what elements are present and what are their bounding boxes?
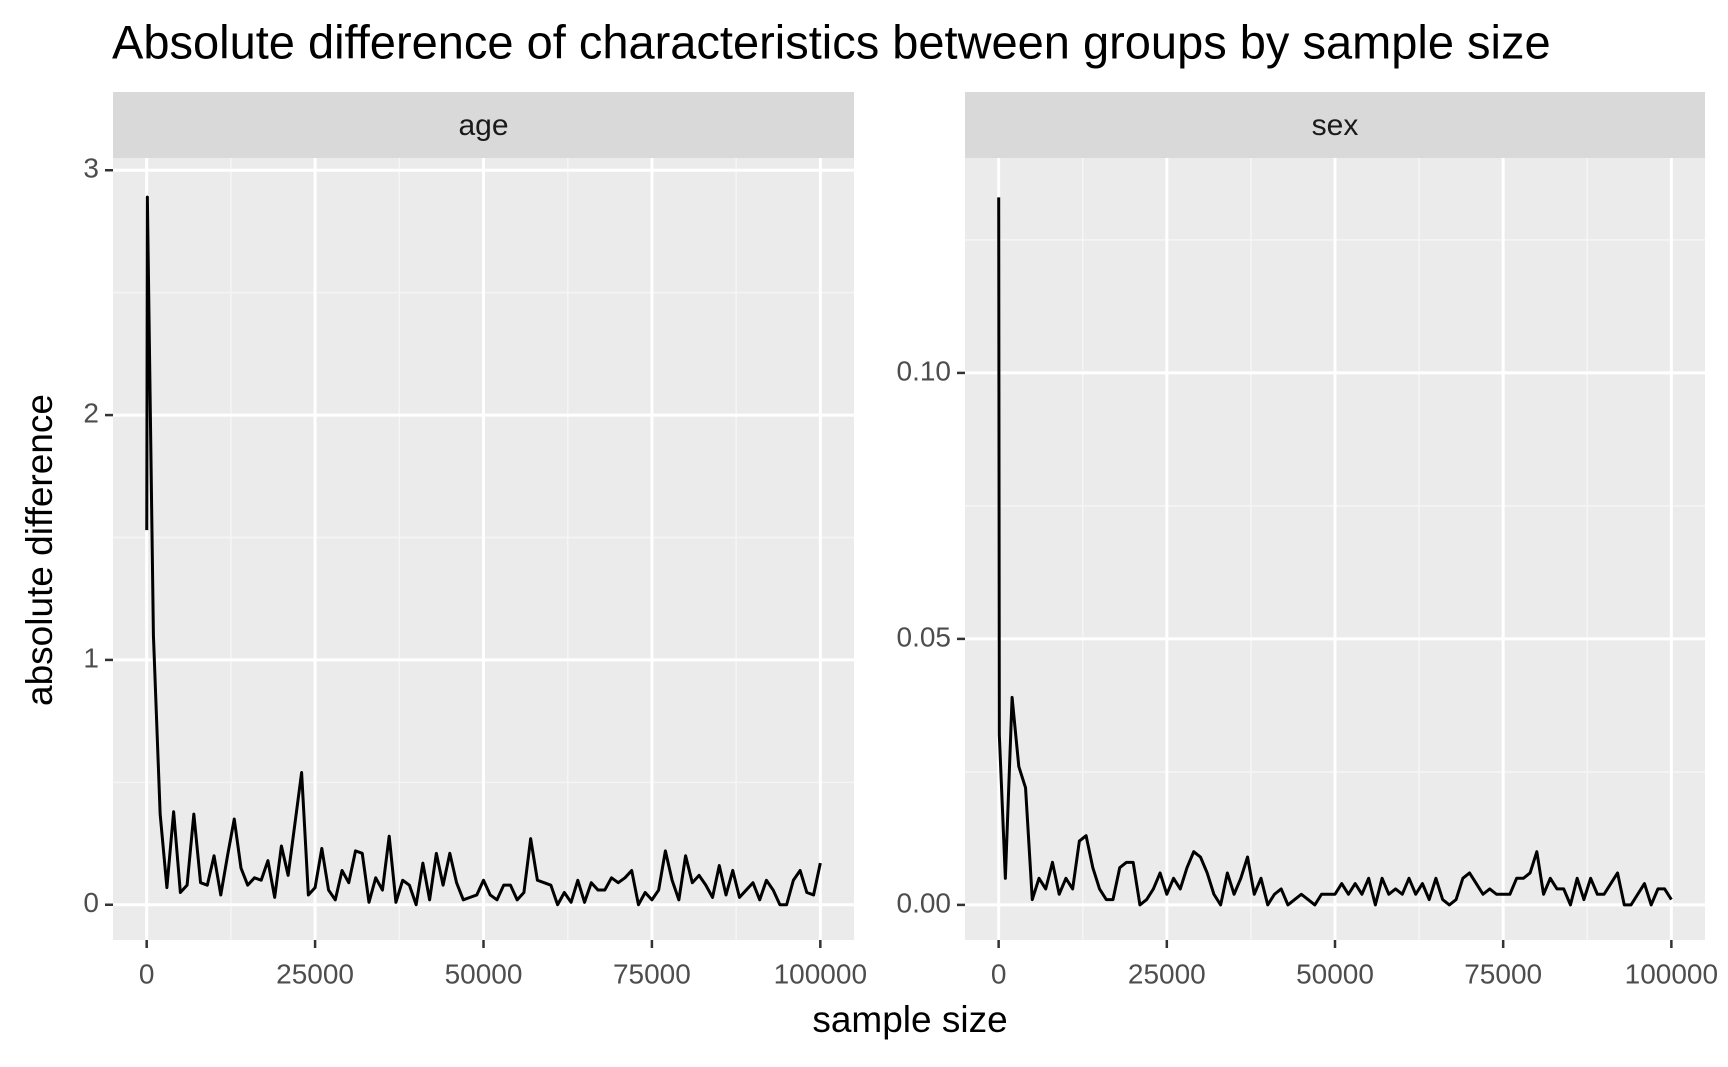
x-tick-label: 100000 (774, 958, 867, 989)
x-tick-label: 50000 (445, 958, 523, 989)
strip-label: age (458, 109, 508, 142)
strip-label: sex (1312, 109, 1359, 142)
data-line (145, 195, 822, 907)
y-tick-label: 0.10 (897, 355, 952, 386)
y-tick-label: 3 (83, 153, 99, 184)
x-tick-label: 25000 (1128, 958, 1206, 989)
x-tick-label: 25000 (276, 958, 354, 989)
x-tick-label: 50000 (1296, 958, 1374, 989)
y-tick-label: 0.00 (897, 887, 952, 918)
y-tick-label: 2 (83, 397, 99, 428)
x-tick-label: 0 (991, 958, 1007, 989)
y-tick-label: 1 (83, 642, 99, 673)
y-tick-label: 0 (83, 887, 99, 918)
data-line (997, 197, 1673, 907)
x-tick-label: 0 (139, 958, 155, 989)
strip (113, 92, 854, 158)
x-tick-label: 75000 (1464, 958, 1542, 989)
x-tick-label: 100000 (1625, 958, 1718, 989)
chart-title: Absolute difference of characteristics b… (112, 15, 1551, 68)
y-axis-label: absolute difference (19, 394, 60, 706)
x-axis-label: sample size (812, 999, 1007, 1040)
x-tick-label: 75000 (613, 958, 691, 989)
strip (965, 92, 1705, 158)
y-tick-label: 0.05 (897, 621, 952, 652)
